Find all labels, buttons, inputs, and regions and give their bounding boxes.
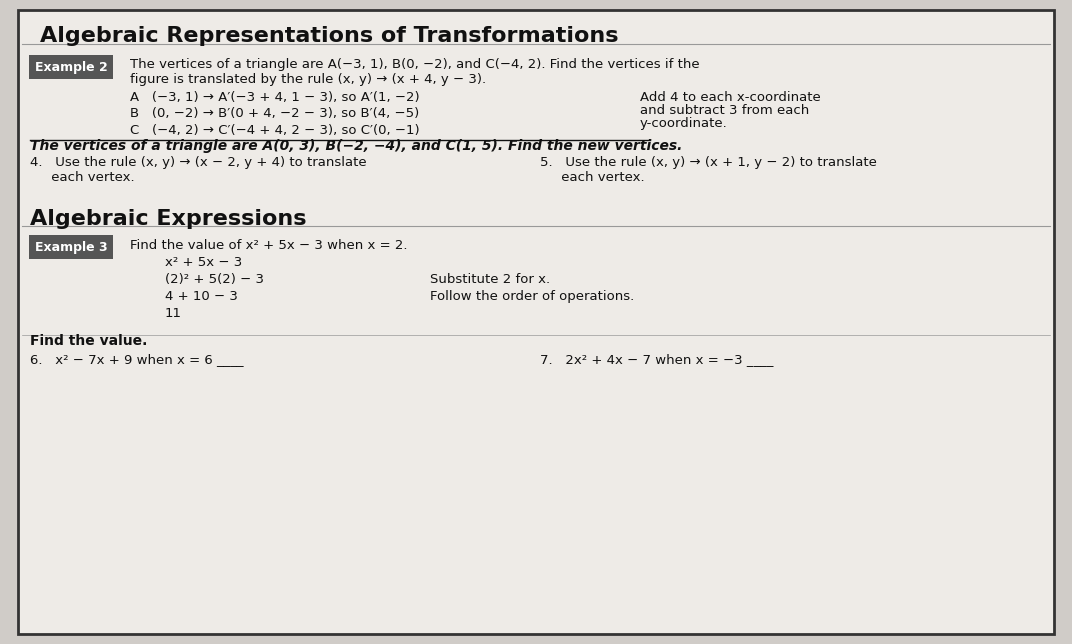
- Text: Substitute 2 for x.: Substitute 2 for x.: [430, 273, 550, 286]
- Text: (2)² + 5(2) − 3: (2)² + 5(2) − 3: [165, 273, 264, 286]
- Text: Example 2: Example 2: [34, 61, 107, 73]
- Text: Follow the order of operations.: Follow the order of operations.: [430, 290, 635, 303]
- FancyBboxPatch shape: [29, 55, 113, 79]
- FancyBboxPatch shape: [29, 235, 113, 259]
- Text: 7.   2x² + 4x − 7 when x = −3 ____: 7. 2x² + 4x − 7 when x = −3 ____: [540, 353, 773, 366]
- Text: x² + 5x − 3: x² + 5x − 3: [165, 256, 242, 269]
- Text: figure is translated by the rule (x, y) → (x + 4, y − 3).: figure is translated by the rule (x, y) …: [130, 73, 486, 86]
- Text: 5.   Use the rule (x, y) → (x + 1, y − 2) to translate: 5. Use the rule (x, y) → (x + 1, y − 2) …: [540, 156, 877, 169]
- Text: each vertex.: each vertex.: [540, 171, 644, 184]
- Text: and subtract 3 from each: and subtract 3 from each: [640, 104, 809, 117]
- FancyBboxPatch shape: [18, 10, 1054, 634]
- Text: The vertices of a triangle are A(−3, 1), B(0, −2), and C(−4, 2). Find the vertic: The vertices of a triangle are A(−3, 1),…: [130, 58, 700, 71]
- Text: y-coordinate.: y-coordinate.: [640, 117, 728, 130]
- Text: Algebraic Expressions: Algebraic Expressions: [30, 209, 307, 229]
- Text: 4.   Use the rule (x, y) → (x − 2, y + 4) to translate: 4. Use the rule (x, y) → (x − 2, y + 4) …: [30, 156, 367, 169]
- Text: C   (−4, 2) → C′(−4 + 4, 2 − 3), so C′(0, −1): C (−4, 2) → C′(−4 + 4, 2 − 3), so C′(0, …: [130, 124, 419, 137]
- Text: Add 4 to each x-coordinate: Add 4 to each x-coordinate: [640, 91, 821, 104]
- Text: each vertex.: each vertex.: [30, 171, 135, 184]
- Text: 6.   x² − 7x + 9 when x = 6 ____: 6. x² − 7x + 9 when x = 6 ____: [30, 353, 243, 366]
- Text: The vertices of a triangle are A(0, 3), B(−2, −4), and C(1, 5). Find the new ver: The vertices of a triangle are A(0, 3), …: [30, 139, 683, 153]
- Text: A   (−3, 1) → A′(−3 + 4, 1 − 3), so A′(1, −2): A (−3, 1) → A′(−3 + 4, 1 − 3), so A′(1, …: [130, 91, 419, 104]
- Text: 11: 11: [165, 307, 182, 320]
- Text: Example 3: Example 3: [34, 240, 107, 254]
- Text: 4 + 10 − 3: 4 + 10 − 3: [165, 290, 238, 303]
- Text: Find the value of x² + 5x − 3 when x = 2.: Find the value of x² + 5x − 3 when x = 2…: [130, 239, 407, 252]
- Text: B   (0, −2) → B′(0 + 4, −2 − 3), so B′(4, −5): B (0, −2) → B′(0 + 4, −2 − 3), so B′(4, …: [130, 107, 419, 120]
- Text: Algebraic Representations of Transformations: Algebraic Representations of Transformat…: [40, 26, 619, 46]
- Text: Find the value.: Find the value.: [30, 334, 147, 348]
